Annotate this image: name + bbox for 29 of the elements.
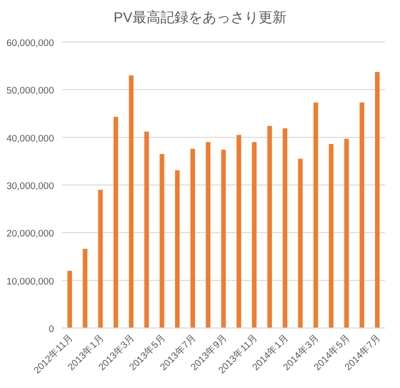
bar <box>298 158 303 328</box>
y-tick-label: 40,000,000 <box>6 133 54 144</box>
bar <box>360 102 364 328</box>
bar <box>313 102 318 328</box>
y-tick-label: 30,000,000 <box>6 181 54 192</box>
bar <box>267 126 272 328</box>
chart-title: PV最高記録をあっさり更新 <box>114 9 286 25</box>
y-tick-label: 10,000,000 <box>6 276 54 288</box>
bar <box>160 154 164 328</box>
bar <box>114 116 118 328</box>
bar <box>221 150 226 328</box>
bar <box>175 170 180 328</box>
bar <box>98 190 103 328</box>
y-tick-label: 60,000,000 <box>6 38 54 49</box>
bar <box>375 72 380 328</box>
bar <box>128 75 134 328</box>
bar <box>190 148 196 328</box>
bar <box>282 128 288 328</box>
y-tick-label: 0 <box>48 324 54 335</box>
y-tick-label: 20,000,000 <box>6 228 54 240</box>
bar <box>344 138 349 328</box>
bar <box>328 144 334 328</box>
bar <box>252 142 257 328</box>
bar <box>206 142 210 328</box>
bar <box>67 270 72 328</box>
y-tick-label: 50,000,000 <box>6 86 54 97</box>
bar <box>144 132 149 328</box>
bar <box>236 134 242 328</box>
bar <box>82 248 88 328</box>
